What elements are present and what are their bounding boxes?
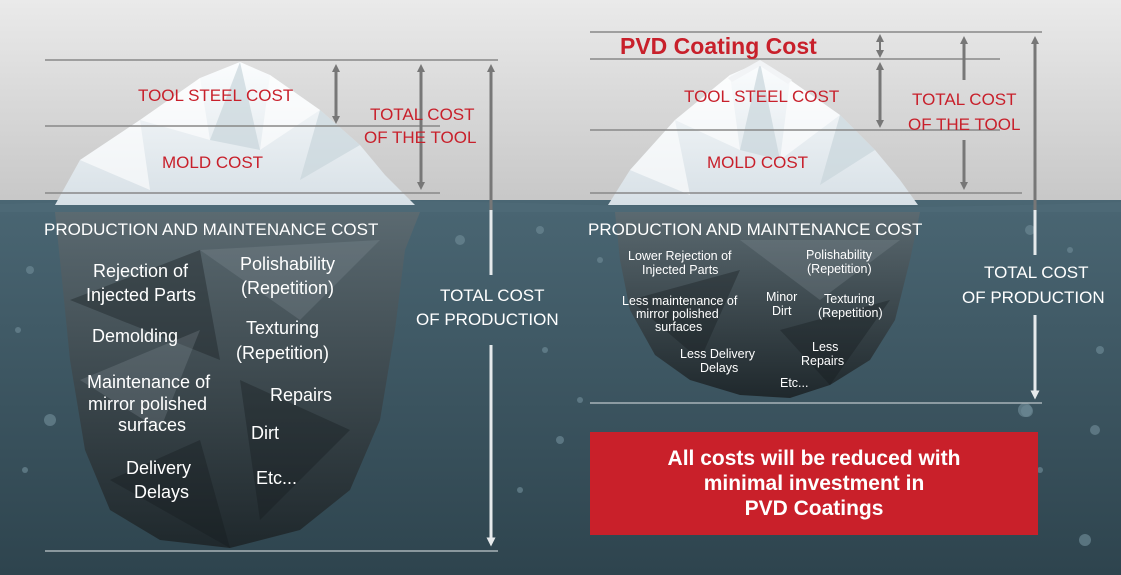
right-item-minor-dirt-2: Dirt [772,304,792,318]
right-item-less-delivery-1: Less Delivery [680,347,756,361]
left-tool-steel-cost-label: TOOL STEEL COST [138,86,294,105]
right-item-less-maintenance-2: mirror polished [636,307,719,321]
left-item-demolding: Demolding [92,326,179,346]
right-total-production-label-1: TOTAL COST [984,263,1089,282]
right-item-texturing-2: (Repetition) [818,306,883,320]
left-level-lines [45,59,498,194]
right-total-cost-tool-label-2: OF THE TOOL [908,115,1021,134]
banner-line-1: All costs will be reduced with [667,446,961,470]
left-total-cost-tool-label-1: TOTAL COST [370,105,475,124]
left-item-rejection-1: Rejection of [93,261,189,281]
right-item-texturing-1: Texturing [824,292,875,306]
right-item-polish-1: Polishability [806,248,873,262]
right-total-production-label-2: OF PRODUCTION [962,288,1105,307]
pvd-coating-layer [728,60,792,84]
left-total-production-label-1: TOTAL COST [440,286,545,305]
right-item-polish-2: (Repetition) [807,262,872,276]
bubbles [15,225,1104,546]
right-mold-cost-label: MOLD COST [707,153,809,172]
right-item-etc: Etc... [780,376,809,390]
right-item-less-repairs-1: Less [812,340,839,354]
left-item-texturing-1: Texturing [246,318,320,338]
left-item-maintenance-2: mirror polished [88,394,208,414]
right-production-maintenance-label: PRODUCTION AND MAINTENANCE COST [588,220,923,239]
right-item-lower-rejection-2: Injected Parts [642,263,719,277]
left-item-texturing-2: (Repetition) [236,343,330,363]
right-iceberg-underwater [615,212,920,398]
left-total-production-label-2: OF PRODUCTION [416,310,559,329]
left-item-repairs: Repairs [270,385,333,405]
right-item-minor-dirt-1: Minor [766,290,798,304]
left-item-dirt: Dirt [251,423,279,443]
left-item-rejection-2: Injected Parts [86,285,197,305]
right-item-less-repairs-2: Repairs [801,354,845,368]
right-pvd-coating-cost-label: PVD Coating Cost [620,33,817,59]
left-item-delivery-2: Delays [134,482,190,502]
right-item-less-maintenance-3: surfaces [655,320,703,334]
banner-line-3: PVD Coatings [744,497,884,521]
left-item-maintenance-1: Maintenance of [87,372,211,392]
left-item-polish-2: (Repetition) [241,278,335,298]
right-item-less-maintenance-1: Less maintenance of [622,294,738,308]
right-item-lower-rejection-1: Lower Rejection of [628,249,732,263]
right-total-cost-tool-label-1: TOTAL COST [912,90,1017,109]
left-item-polish-1: Polishability [240,254,336,274]
left-item-etc: Etc... [256,468,298,488]
left-iceberg-underwater [55,212,420,548]
right-item-less-delivery-2: Delays [700,361,739,375]
left-production-maintenance-label: PRODUCTION AND MAINTENANCE COST [44,220,379,239]
right-tool-steel-cost-label: TOOL STEEL COST [684,87,840,106]
left-item-maintenance-3: surfaces [118,415,187,435]
banner-line-2: minimal investment in [703,471,925,495]
left-item-delivery-1: Delivery [126,458,192,478]
left-total-cost-tool-label-2: OF THE TOOL [364,128,477,147]
right-level-lines [590,31,1042,194]
pvd-savings-banner: All costs will be reduced with minimal i… [590,432,1038,535]
left-mold-cost-label: MOLD COST [162,153,264,172]
